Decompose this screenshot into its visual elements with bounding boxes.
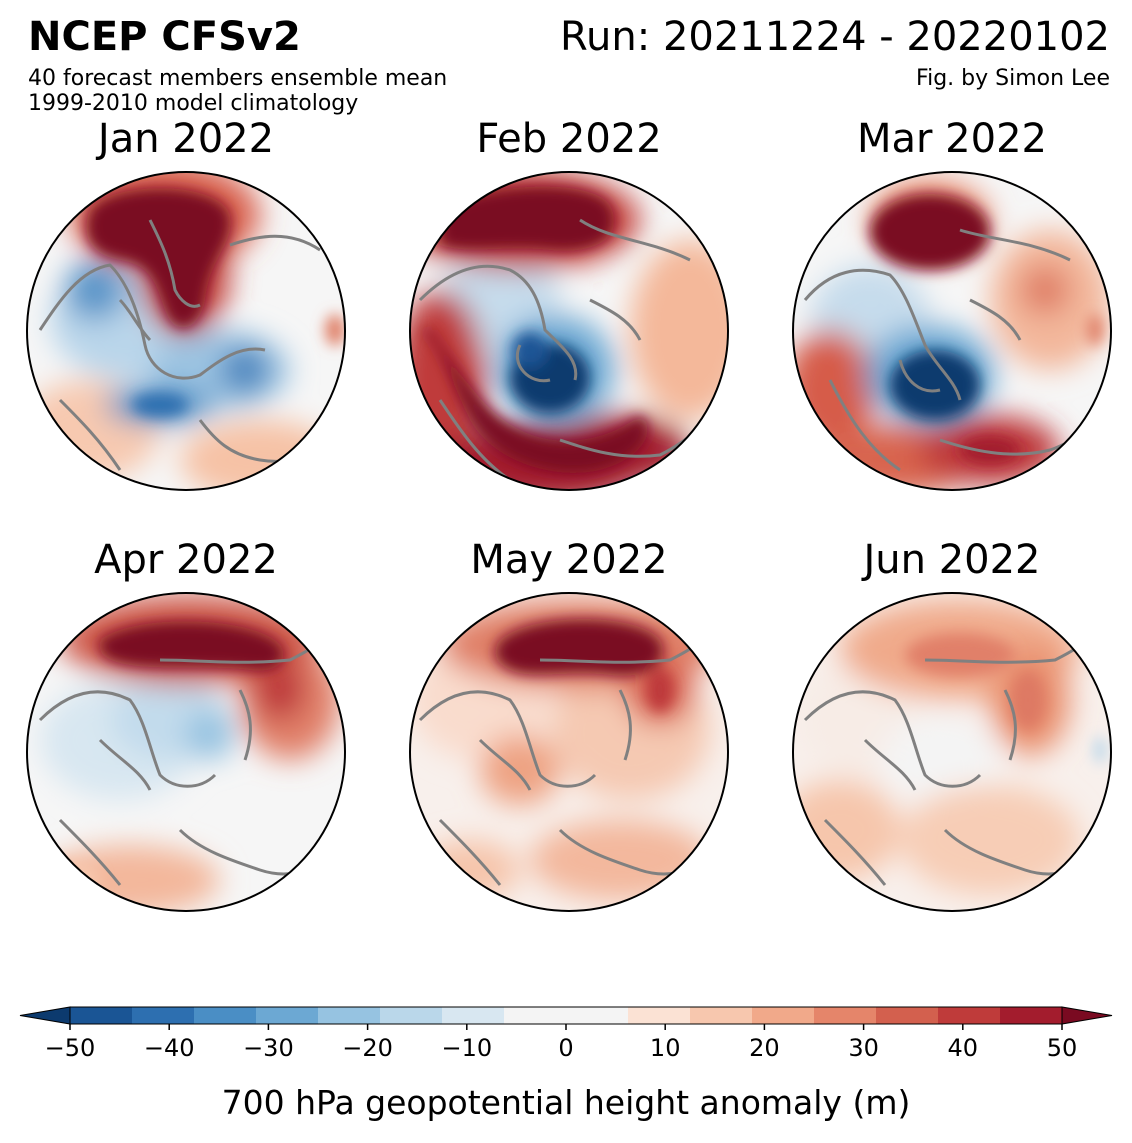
map-mar bbox=[792, 171, 1112, 491]
colorbar-tick-label: 0 bbox=[558, 1034, 573, 1062]
panel-title-jun: Jun 2022 bbox=[863, 537, 1041, 583]
panel-title-feb: Feb 2022 bbox=[476, 116, 662, 162]
map-jun bbox=[792, 592, 1112, 912]
colorbar-tick-label: −20 bbox=[342, 1034, 393, 1062]
panel-title-may: May 2022 bbox=[470, 537, 668, 583]
colorbar-tick-label: 50 bbox=[1047, 1034, 1078, 1062]
colorbar-cell bbox=[504, 1007, 567, 1024]
colorbar-tick-label: −50 bbox=[45, 1034, 96, 1062]
polar-maps bbox=[26, 171, 1112, 912]
ensemble-subtitle: 40 forecast members ensemble mean bbox=[28, 66, 448, 91]
colorbar-cell bbox=[690, 1007, 753, 1024]
colorbar-tick-label: 20 bbox=[749, 1034, 780, 1062]
climatology-subtitle: 1999-2010 model climatology bbox=[28, 91, 359, 116]
figure-credit: Fig. by Simon Lee bbox=[916, 66, 1110, 91]
colorbar-cell bbox=[876, 1007, 939, 1024]
colorbar-cell bbox=[628, 1007, 691, 1024]
colorbar-tick-label: 40 bbox=[948, 1034, 979, 1062]
colorbar-cell bbox=[70, 1007, 133, 1024]
colorbar: −50 −40 −30 −20 −10 0 10 20 30 40 50 bbox=[19, 1006, 1113, 1062]
run-title: Run: 20211224 - 20220102 bbox=[560, 14, 1110, 60]
panel-title-apr: Apr 2022 bbox=[94, 537, 278, 583]
map-apr bbox=[26, 592, 346, 912]
colorbar-cell bbox=[318, 1007, 381, 1024]
colorbar-cell bbox=[938, 1007, 1001, 1024]
panel-title-jan: Jan 2022 bbox=[97, 116, 275, 162]
colorbar-extend-high bbox=[1061, 1006, 1113, 1025]
map-jan bbox=[26, 171, 346, 491]
colorbar-label: 700 hPa geopotential height anomaly (m) bbox=[221, 1083, 911, 1122]
colorbar-tick-label: −10 bbox=[441, 1034, 492, 1062]
colorbar-tick-label: −40 bbox=[144, 1034, 195, 1062]
colorbar-tick-label: 30 bbox=[848, 1034, 879, 1062]
map-may bbox=[409, 592, 729, 912]
colorbar-cell bbox=[194, 1007, 257, 1024]
colorbar-cell bbox=[814, 1007, 877, 1024]
colorbar-cell bbox=[566, 1007, 629, 1024]
panel-title-mar: Mar 2022 bbox=[857, 116, 1047, 162]
colorbar-cell bbox=[132, 1007, 195, 1024]
model-title: NCEP CFSv2 bbox=[28, 14, 301, 60]
colorbar-cell bbox=[752, 1007, 815, 1024]
colorbar-cell bbox=[256, 1007, 319, 1024]
colorbar-tick-label: 10 bbox=[650, 1034, 681, 1062]
colorbar-cell bbox=[1000, 1007, 1063, 1024]
colorbar-extend-low bbox=[19, 1006, 71, 1025]
colorbar-tick-label: −30 bbox=[243, 1034, 294, 1062]
colorbar-cell bbox=[442, 1007, 505, 1024]
map-feb bbox=[409, 171, 729, 491]
colorbar-cell bbox=[380, 1007, 443, 1024]
